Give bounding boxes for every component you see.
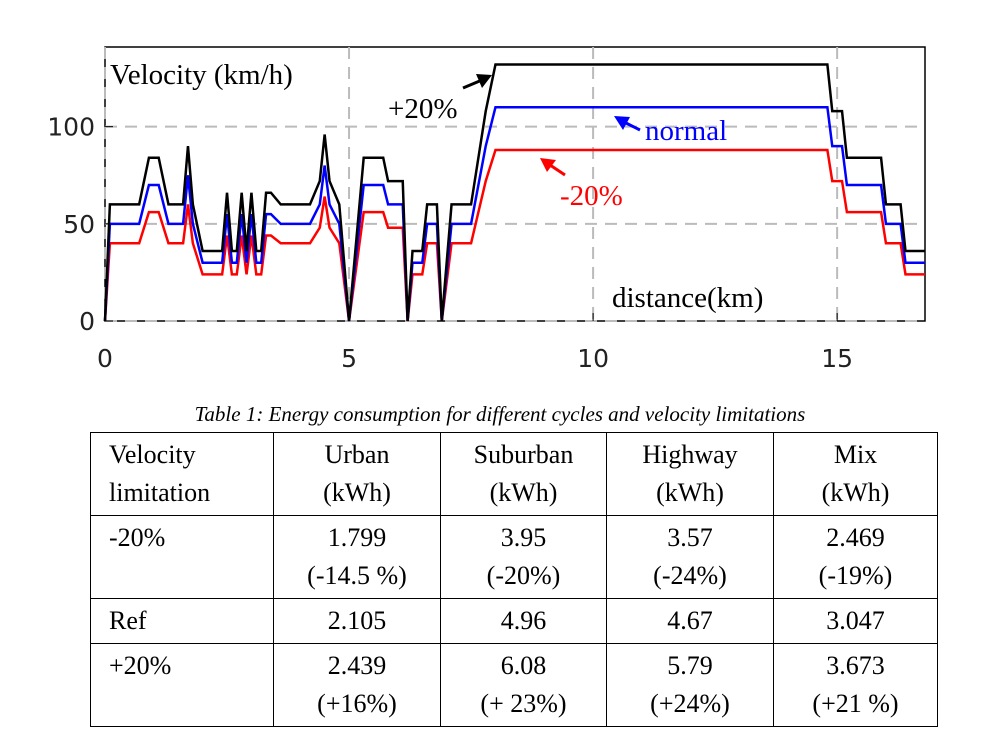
y-tick-label: 0 xyxy=(79,307,95,336)
table-cell: 2.105 xyxy=(273,598,441,644)
x-tick-label: 5 xyxy=(341,344,357,373)
annotation: -20% xyxy=(560,180,623,212)
y-axis-label: Velocity (km/h) xyxy=(110,59,293,91)
y-tick-label: 100 xyxy=(47,113,95,142)
annotation: normal xyxy=(645,115,727,147)
table-cell: +20% xyxy=(90,643,274,727)
chart: Velocity (km/h) distance(km) +20% normal… xyxy=(47,46,926,373)
table-row: -20% 1.799 (-14.5 %) 3.95 (-20%) 3.57 (-24%… xyxy=(90,515,938,599)
table-cell: 4.67 xyxy=(606,598,774,644)
table-cell: -20% xyxy=(90,515,274,599)
table-cell: 3.047 xyxy=(773,598,938,644)
series-line xyxy=(103,63,925,322)
x-tick-label: 15 xyxy=(821,344,853,373)
table: Velocity limitation Urban (kWh) Suburban (… xyxy=(90,432,938,727)
table-cell: 3.57 (-24%) xyxy=(606,515,774,599)
table-cell: Ref xyxy=(90,598,274,644)
table-cell: Velocity limitation xyxy=(90,432,274,516)
table-cell: Highway (kWh) xyxy=(606,432,774,516)
series-line xyxy=(103,105,925,322)
table-cell: 3.673 (+21 %) xyxy=(773,643,938,727)
table-row: +20% 2.439 (+16%) 6.08 (+ 23%) 5.79 (+24%) 3… xyxy=(90,643,938,727)
x-axis-label: distance(km) xyxy=(612,282,763,314)
table-cell: 1.799 (-14.5 %) xyxy=(273,515,441,599)
grid xyxy=(104,47,925,322)
table-cell: 3.95 (-20%) xyxy=(440,515,607,599)
table-cell: 2.439 (+16%) xyxy=(273,643,441,727)
lines xyxy=(103,63,925,322)
x-tick-label: 0 xyxy=(97,344,113,373)
table-caption: Table 1: Energy consumption for differen… xyxy=(194,402,806,426)
x-tick-label: 10 xyxy=(577,344,609,373)
arrows xyxy=(462,74,641,177)
table-row: Ref 2.105 4.96 4.67 3.047 xyxy=(90,598,938,644)
table-cell: 2.469 (-19%) xyxy=(773,515,938,599)
table-cell: 5.79 (+24%) xyxy=(606,643,774,727)
table-cell: 4.96 xyxy=(440,598,607,644)
table-cell: Suburban (kWh) xyxy=(440,432,607,516)
table-cell: Mix (kWh) xyxy=(773,432,938,516)
table-row: Velocity limitation Urban (kWh) Suburban (… xyxy=(90,432,938,516)
table-cell: 6.08 (+ 23%) xyxy=(440,643,607,727)
series-line xyxy=(103,148,925,322)
table-cell: Urban (kWh) xyxy=(273,432,441,516)
y-tick-label: 50 xyxy=(63,210,95,239)
annotation: +20% xyxy=(388,93,458,125)
